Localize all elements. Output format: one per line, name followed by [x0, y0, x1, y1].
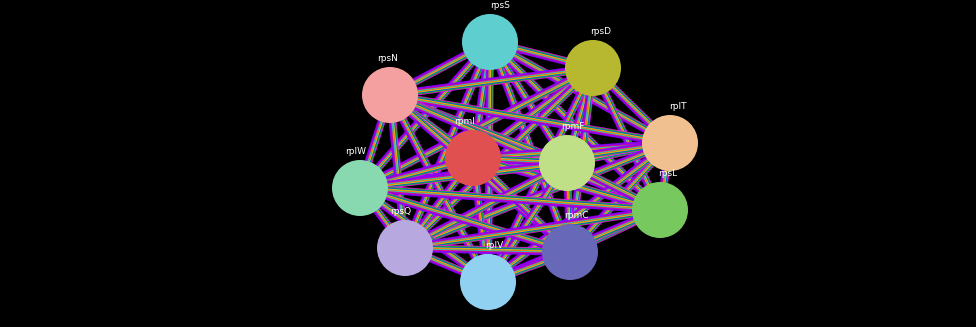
Circle shape [542, 224, 598, 280]
Circle shape [632, 182, 688, 238]
Text: rpmC: rpmC [564, 211, 589, 220]
Text: rpsN: rpsN [378, 54, 398, 63]
Circle shape [460, 254, 516, 310]
Circle shape [462, 14, 518, 70]
Text: rplV: rplV [485, 241, 503, 250]
Circle shape [332, 160, 388, 216]
Text: rplW: rplW [346, 147, 367, 156]
Text: rpmI: rpmI [455, 117, 475, 126]
Circle shape [565, 40, 621, 96]
Circle shape [642, 115, 698, 171]
Circle shape [362, 67, 418, 123]
Circle shape [445, 130, 501, 186]
Text: rpsS: rpsS [490, 1, 509, 10]
Text: rpsQ: rpsQ [390, 207, 412, 216]
Text: rpsD: rpsD [590, 27, 612, 36]
Text: rplT: rplT [670, 102, 687, 111]
Text: rpmF: rpmF [561, 122, 585, 131]
Circle shape [539, 135, 595, 191]
Text: rpsL: rpsL [659, 169, 677, 178]
Circle shape [377, 220, 433, 276]
